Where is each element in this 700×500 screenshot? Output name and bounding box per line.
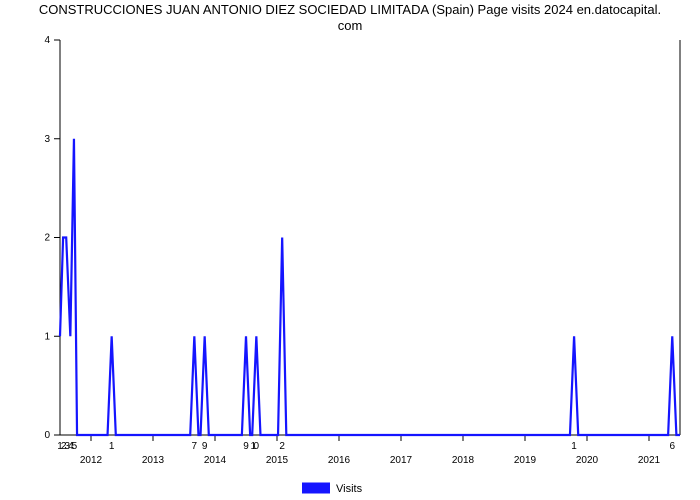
- x-point-label: 1: [571, 441, 577, 452]
- x-year-label: 2012: [80, 455, 103, 466]
- visits-line: [60, 139, 680, 435]
- x-point-label: 5: [72, 441, 78, 452]
- x-point-label: 1: [109, 441, 115, 452]
- x-point-label: 9: [202, 441, 208, 452]
- visits-chart: 0123420122013201420152016201720182019202…: [0, 0, 700, 500]
- y-tick-label: 0: [44, 430, 50, 441]
- x-year-label: 2017: [390, 455, 413, 466]
- x-year-label: 2019: [514, 455, 537, 466]
- legend: Visits: [302, 483, 363, 496]
- chart-title-line2: com: [338, 18, 363, 33]
- x-year-label: 2018: [452, 455, 475, 466]
- legend-swatch: [302, 483, 330, 494]
- x-year-label: 2021: [638, 455, 661, 466]
- chart-title: CONSTRUCCIONES JUAN ANTONIO DIEZ SOCIEDA…: [0, 2, 700, 35]
- x-year-label: 2020: [576, 455, 599, 466]
- x-year-label: 2015: [266, 455, 289, 466]
- x-point-label: 9: [243, 441, 249, 452]
- x-year-label: 2016: [328, 455, 351, 466]
- x-point-label: 2: [279, 441, 285, 452]
- x-year-label: 2014: [204, 455, 227, 466]
- y-tick-label: 2: [44, 233, 50, 244]
- y-tick-label: 3: [44, 134, 50, 145]
- x-point-label: 7: [192, 441, 198, 452]
- chart-title-line1: CONSTRUCCIONES JUAN ANTONIO DIEZ SOCIEDA…: [39, 2, 661, 17]
- x-point-label: 6: [669, 441, 675, 452]
- x-point-label: 0: [254, 441, 260, 452]
- y-tick-label: 1: [44, 331, 50, 342]
- x-year-label: 2013: [142, 455, 165, 466]
- legend-label: Visits: [336, 483, 363, 495]
- y-tick-label: 4: [44, 35, 50, 46]
